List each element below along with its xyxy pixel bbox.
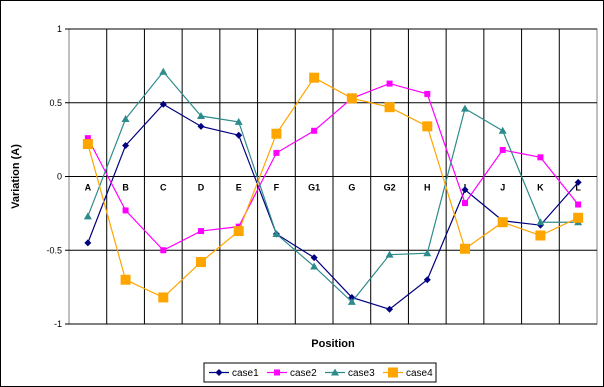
category-labels: ABCDEFG1GG2HIJKL: [85, 183, 582, 193]
series-case4: [82, 72, 584, 303]
series-line: [87, 76, 579, 299]
series-case3: [83, 67, 583, 305]
legend: case1 case2 case3 case4: [203, 362, 437, 383]
category-label: B: [122, 183, 129, 193]
data-point: [331, 368, 339, 376]
category-label: K: [537, 183, 544, 193]
data-point: [424, 90, 431, 97]
legend-item-case3: case3: [325, 368, 375, 379]
y-tick-label: -1: [54, 319, 62, 329]
data-point: [235, 131, 243, 139]
category-label: J: [500, 183, 505, 193]
series-line: [87, 103, 579, 310]
data-point: [460, 243, 470, 254]
category-label: L: [575, 183, 581, 193]
category-label: G: [348, 183, 355, 193]
data-point: [274, 369, 280, 376]
series-case2: [84, 80, 582, 254]
data-point: [120, 274, 131, 285]
data-point: [83, 212, 92, 220]
x-axis-title: Position: [311, 338, 355, 350]
legend-item-case4: case4: [383, 367, 433, 379]
category-label: G2: [384, 183, 396, 193]
category-label: G1: [308, 183, 320, 193]
data-point: [273, 149, 280, 156]
legend-label: case2: [290, 368, 317, 379]
data-point: [311, 127, 318, 134]
data-point: [573, 212, 584, 223]
data-point: [574, 178, 582, 186]
data-point: [271, 128, 282, 139]
data-point: [537, 154, 544, 161]
legend-label: case4: [406, 368, 433, 379]
data-point: [499, 146, 506, 153]
y-axis-title: Variation (A): [10, 144, 22, 209]
data-point: [347, 297, 356, 305]
data-point: [423, 276, 431, 284]
data-point: [122, 207, 129, 214]
data-point: [197, 122, 205, 130]
data-point: [82, 139, 93, 150]
legend-box: [203, 362, 437, 383]
data-point: [198, 228, 204, 235]
y-tick-label: 1: [57, 24, 62, 34]
series-line: [87, 82, 579, 251]
data-point: [575, 201, 582, 208]
data-point: [196, 257, 206, 268]
data-point: [536, 218, 545, 226]
data-point: [388, 367, 398, 378]
data-point: [160, 247, 167, 254]
data-point: [84, 239, 92, 247]
legend-item-case1: case1: [209, 368, 259, 379]
y-axis-ticks: 1 0.5 0 -0.5 -1: [46, 24, 69, 329]
data-point: [84, 135, 91, 142]
legend-label: case3: [348, 368, 375, 379]
data-point: [158, 292, 169, 303]
gridlines: [69, 28, 597, 325]
data-point: [385, 250, 394, 258]
data-point: [346, 93, 357, 104]
data-point: [535, 230, 546, 241]
data-point: [197, 112, 205, 120]
data-point: [498, 126, 507, 134]
data-point: [272, 230, 281, 238]
y-tick-label: 0: [57, 172, 62, 182]
data-point: [422, 121, 433, 132]
data-point: [121, 114, 130, 122]
category-label: F: [274, 183, 280, 193]
data-point: [234, 117, 243, 125]
data-point: [423, 249, 432, 257]
data-point: [462, 200, 468, 207]
category-label: C: [160, 183, 167, 193]
y-tick-label: 0.5: [49, 98, 62, 108]
legend-label: case1: [232, 368, 259, 379]
category-label: H: [424, 183, 431, 193]
data-point: [310, 254, 318, 262]
data-point: [461, 186, 469, 194]
data-point: [386, 80, 393, 87]
data-point: [159, 67, 168, 75]
data-point: [159, 100, 167, 108]
category-label: A: [85, 183, 92, 193]
data-point: [233, 226, 244, 237]
data-point: [497, 217, 508, 228]
data-point: [461, 104, 469, 112]
data-point: [386, 305, 394, 313]
data-point: [310, 262, 319, 270]
data-point: [122, 142, 130, 150]
category-label: E: [236, 183, 242, 193]
data-point: [384, 102, 395, 113]
legend-item-case2: case2: [267, 368, 317, 379]
series-lines: [82, 67, 584, 313]
series-line: [87, 70, 579, 303]
category-label: D: [198, 183, 205, 193]
data-point: [309, 72, 320, 83]
y-tick-label: -0.5: [46, 245, 62, 255]
data-point: [215, 369, 223, 376]
